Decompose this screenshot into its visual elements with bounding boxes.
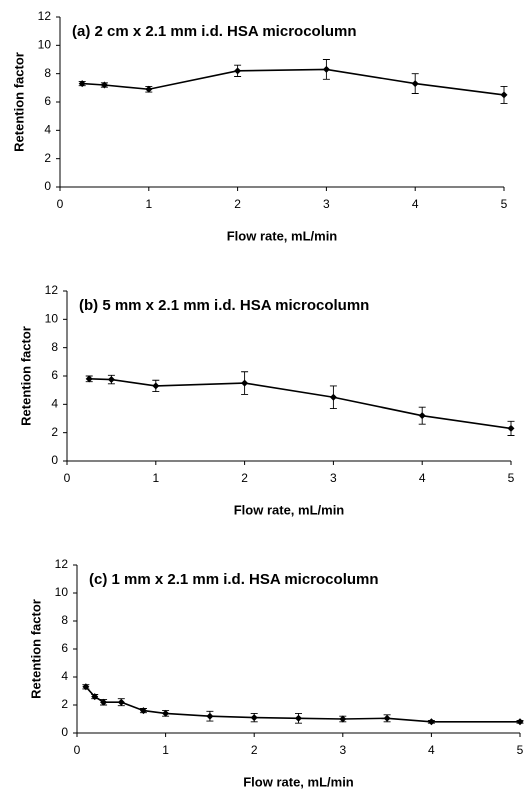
data-point xyxy=(411,80,419,88)
chart-title: (a) 2 cm x 2.1 mm i.d. HSA microcolumn xyxy=(72,23,357,40)
data-point xyxy=(100,698,108,706)
data-point xyxy=(418,412,426,420)
y-axis-title: Retention factor xyxy=(28,599,43,699)
data-point xyxy=(139,707,147,715)
data-line xyxy=(85,686,520,723)
data-point xyxy=(117,698,125,706)
y-tick-label: 4 xyxy=(61,669,68,683)
y-tick-label: 0 xyxy=(44,179,51,193)
data-point xyxy=(152,382,160,390)
data-point xyxy=(427,718,435,726)
y-tick-label: 12 xyxy=(45,283,59,297)
data-point xyxy=(507,424,515,432)
x-tick-label: 2 xyxy=(234,197,241,211)
x-tick-label: 3 xyxy=(339,743,346,757)
x-tick-label: 1 xyxy=(152,471,159,485)
data-point xyxy=(322,65,330,73)
x-tick-label: 3 xyxy=(330,471,337,485)
x-axis-title: Flow rate, mL/min xyxy=(234,502,345,517)
data-point xyxy=(234,67,242,75)
data-point xyxy=(383,714,391,722)
y-tick-label: 6 xyxy=(61,641,68,655)
data-line xyxy=(82,68,505,96)
data-point xyxy=(250,714,258,722)
x-tick-label: 4 xyxy=(419,471,426,485)
y-tick-label: 0 xyxy=(51,453,58,467)
x-tick-label: 0 xyxy=(64,471,71,485)
data-point xyxy=(145,85,153,93)
y-tick-label: 0 xyxy=(61,725,68,739)
y-tick-label: 8 xyxy=(44,66,51,80)
data-point xyxy=(329,393,337,401)
x-tick-label: 1 xyxy=(145,197,152,211)
data-point xyxy=(82,683,90,691)
data-point xyxy=(85,375,93,383)
x-tick-label: 4 xyxy=(428,743,435,757)
data-line xyxy=(89,378,512,430)
x-axis-title: Flow rate, mL/min xyxy=(243,774,354,789)
x-axis-title: Flow rate, mL/min xyxy=(227,228,338,243)
y-tick-label: 4 xyxy=(51,397,58,411)
chart-title: (b) 5 mm x 2.1 mm i.d. HSA microcolumn xyxy=(79,297,369,314)
y-tick-label: 10 xyxy=(38,38,52,52)
y-tick-label: 2 xyxy=(44,151,51,165)
y-tick-label: 12 xyxy=(55,557,69,571)
data-point xyxy=(339,715,347,723)
y-tick-label: 10 xyxy=(45,312,59,326)
y-axis-title: Retention factor xyxy=(18,326,33,426)
x-tick-label: 5 xyxy=(508,471,515,485)
data-point xyxy=(162,709,170,717)
x-tick-label: 0 xyxy=(74,743,81,757)
y-tick-label: 4 xyxy=(44,123,51,137)
y-tick-label: 6 xyxy=(51,368,58,382)
data-point xyxy=(107,376,115,384)
x-tick-label: 5 xyxy=(501,197,508,211)
data-point xyxy=(516,718,524,726)
data-point xyxy=(91,693,99,701)
x-tick-label: 2 xyxy=(251,743,258,757)
y-tick-label: 2 xyxy=(51,425,58,439)
x-tick-label: 1 xyxy=(162,743,169,757)
x-tick-label: 5 xyxy=(517,743,524,757)
y-tick-label: 8 xyxy=(51,340,58,354)
data-point xyxy=(500,91,508,99)
x-tick-label: 3 xyxy=(323,197,330,211)
y-tick-label: 12 xyxy=(38,9,52,23)
data-point xyxy=(78,80,86,88)
y-axis-title: Retention factor xyxy=(11,52,26,152)
chart-title: (c) 1 mm x 2.1 mm i.d. HSA microcolumn xyxy=(89,571,379,588)
y-tick-label: 6 xyxy=(44,94,51,108)
y-tick-label: 2 xyxy=(61,697,68,711)
y-tick-label: 10 xyxy=(55,585,69,599)
x-tick-label: 0 xyxy=(57,197,64,211)
data-point xyxy=(241,379,249,387)
x-tick-label: 4 xyxy=(412,197,419,211)
y-tick-label: 8 xyxy=(61,613,68,627)
data-point xyxy=(206,712,214,720)
data-point xyxy=(100,81,108,89)
data-point xyxy=(295,714,302,722)
x-tick-label: 2 xyxy=(241,471,248,485)
